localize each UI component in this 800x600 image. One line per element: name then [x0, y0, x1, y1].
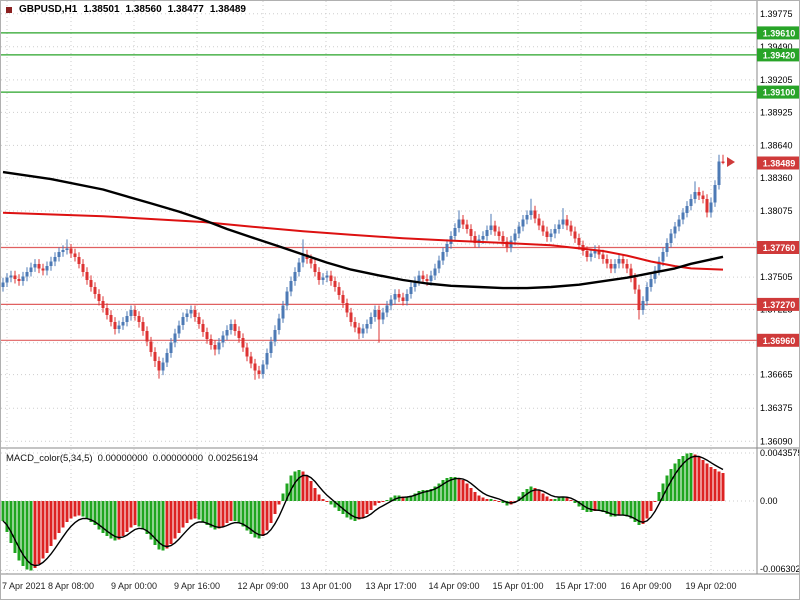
- ohlc-close: 1.38489: [209, 4, 246, 15]
- svg-text:7 Apr 2021: 7 Apr 2021: [2, 581, 46, 591]
- svg-text:1.39610: 1.39610: [763, 28, 796, 38]
- svg-text:16 Apr 09:00: 16 Apr 09:00: [620, 581, 671, 591]
- svg-text:15 Apr 17:00: 15 Apr 17:00: [555, 581, 606, 591]
- svg-text:1.39100: 1.39100: [763, 88, 796, 98]
- svg-text:1.36960: 1.36960: [763, 336, 796, 346]
- svg-text:1.39205: 1.39205: [760, 75, 793, 85]
- svg-text:19 Apr 02:00: 19 Apr 02:00: [685, 581, 736, 591]
- svg-text:0.00: 0.00: [760, 496, 778, 506]
- horizontal-levels: [1, 32, 757, 341]
- price-arrow-marker: [727, 157, 735, 167]
- macd-indicator-label: MACD_color(5,34,5): [6, 453, 93, 464]
- svg-text:12 Apr 09:00: 12 Apr 09:00: [237, 581, 288, 591]
- svg-text:1.37760: 1.37760: [763, 243, 796, 253]
- candle-series: [1, 154, 725, 380]
- time-axis[interactable]: 7 Apr 2021 8 Apr 08:00 9 Apr 00:00 9 Apr 16…: [2, 581, 737, 591]
- svg-text:1.38360: 1.38360: [760, 173, 793, 183]
- svg-text:1.39775: 1.39775: [760, 9, 793, 19]
- symbol-timeframe-label: GBPUSD,H1: [19, 4, 78, 15]
- svg-text:13 Apr 17:00: 13 Apr 17:00: [365, 581, 416, 591]
- macd-value-main: 0.00000000: [97, 453, 148, 464]
- svg-text:-0.0063025: -0.0063025: [760, 564, 800, 574]
- macd-value-signal: 0.00000000: [152, 453, 203, 464]
- svg-text:13 Apr 01:00: 13 Apr 01:00: [300, 581, 351, 591]
- ohlc-header: GBPUSD,H1 1.38501 1.38560 1.38477 1.3848…: [6, 4, 246, 15]
- macd-signal-line: [2, 455, 724, 567]
- svg-text:1.36090: 1.36090: [760, 436, 793, 446]
- svg-text:1.36665: 1.36665: [760, 370, 793, 380]
- svg-text:9 Apr 16:00: 9 Apr 16:00: [174, 581, 220, 591]
- svg-text:1.39420: 1.39420: [763, 50, 796, 60]
- svg-text:0.0043575: 0.0043575: [760, 448, 800, 458]
- price-axis[interactable]: 1.39775 1.39490 1.39205 1.38925 1.38640 1.383…: [760, 9, 800, 574]
- price-badges: 1.39610 1.39420 1.39100 1.37760 1.37270 1.369…: [757, 26, 799, 347]
- ohlc-open: 1.38501: [83, 4, 120, 15]
- svg-text:1.38925: 1.38925: [760, 107, 793, 117]
- grid: [1, 1, 757, 574]
- svg-text:8 Apr 08:00: 8 Apr 08:00: [48, 581, 94, 591]
- ma-red-line: [2, 211, 724, 271]
- svg-text:1.38640: 1.38640: [760, 140, 793, 150]
- ohlc-low: 1.38477: [167, 4, 204, 15]
- svg-text:14 Apr 09:00: 14 Apr 09:00: [428, 581, 479, 591]
- svg-text:1.38075: 1.38075: [760, 206, 793, 216]
- svg-text:1.39490: 1.39490: [760, 42, 793, 52]
- ohlc-high: 1.38560: [125, 4, 162, 15]
- svg-text:1.36375: 1.36375: [760, 403, 793, 413]
- macd-header: MACD_color(5,34,5) 0.00000000 0.00000000…: [6, 453, 258, 464]
- svg-text:1.38489: 1.38489: [763, 159, 796, 169]
- svg-text:1.37270: 1.37270: [763, 300, 796, 310]
- macd-value-hist: 0.00256194: [208, 453, 259, 464]
- svg-text:15 Apr 01:00: 15 Apr 01:00: [492, 581, 543, 591]
- chart-symbol-icon: [6, 6, 12, 13]
- svg-text:9 Apr 00:00: 9 Apr 00:00: [111, 581, 157, 591]
- ma-black-line: [2, 170, 724, 290]
- macd-histogram: [1, 453, 725, 571]
- svg-text:1.37505: 1.37505: [760, 272, 793, 282]
